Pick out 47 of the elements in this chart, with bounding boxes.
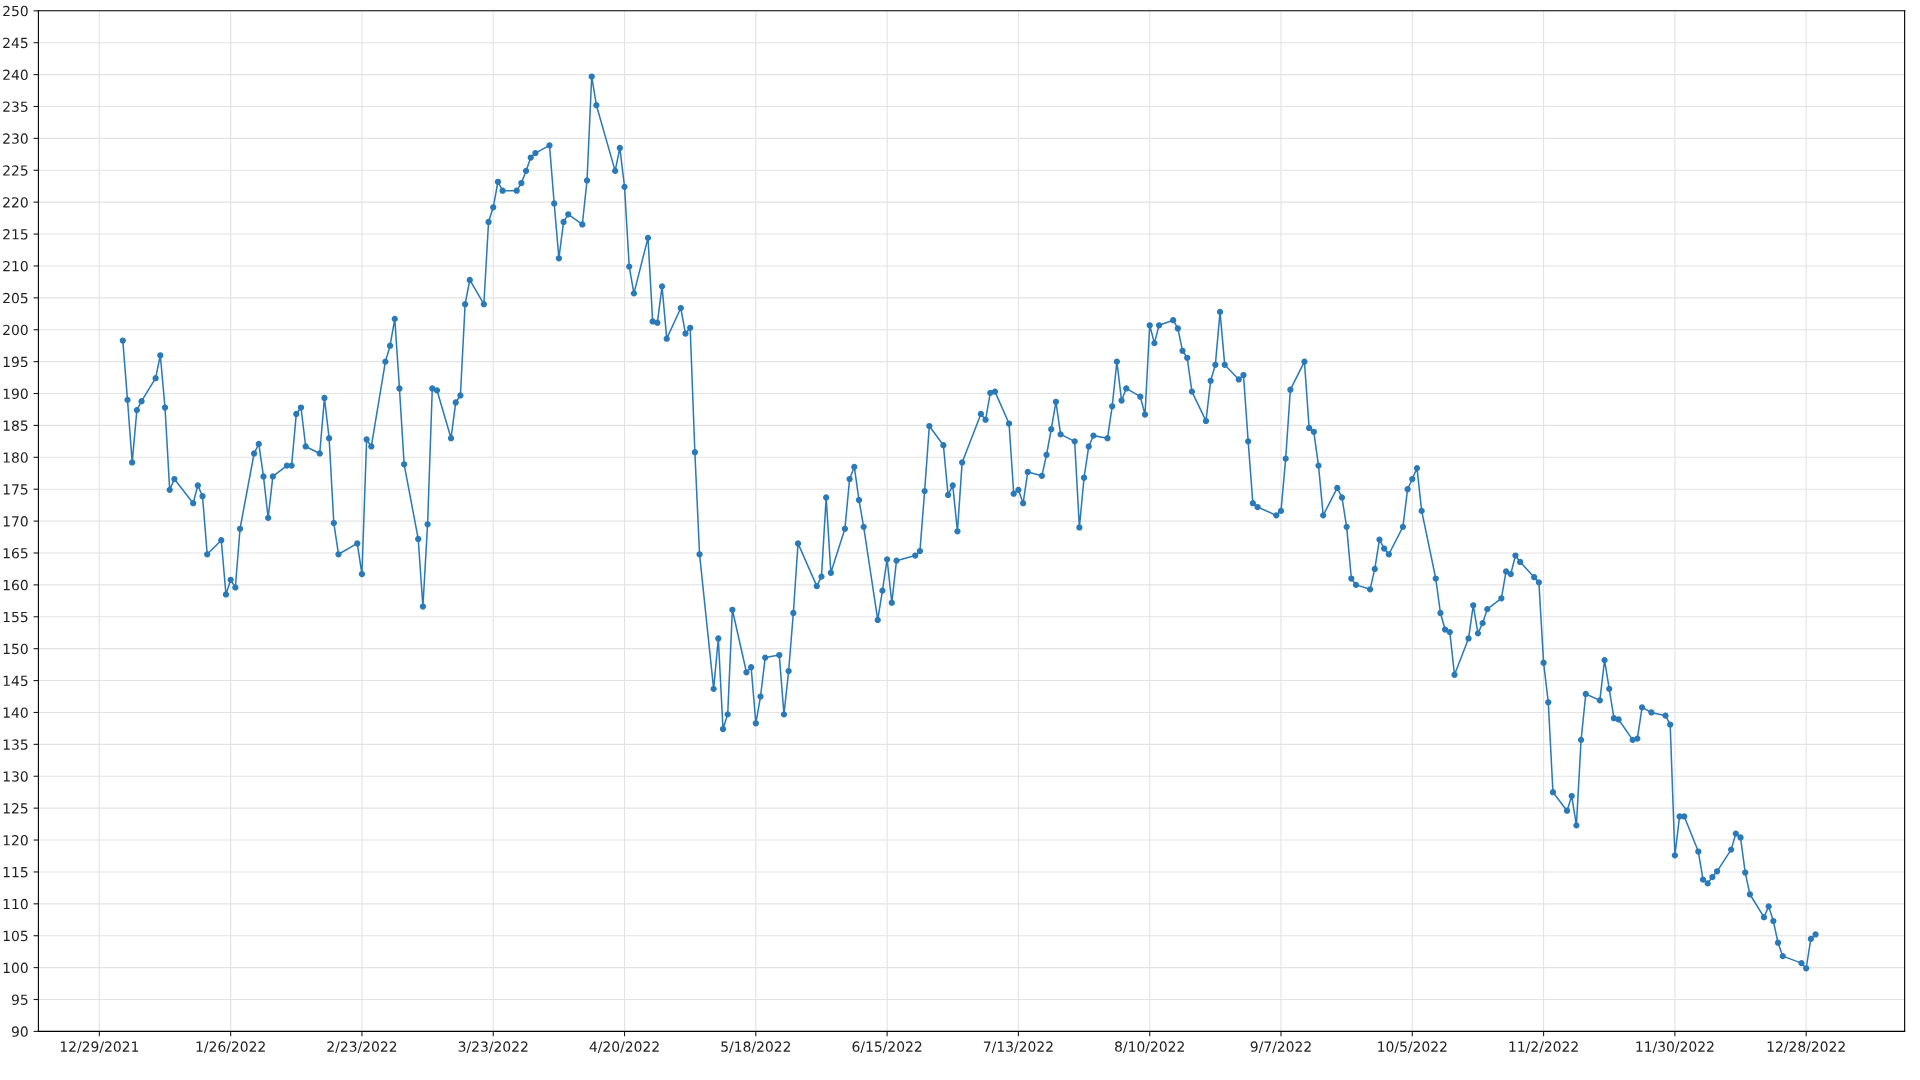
y-tick-label: 155 [3, 611, 28, 623]
x-tick-label: 6/15/2022 [852, 1041, 922, 1053]
y-tick-label: 95 [11, 994, 28, 1005]
x-tick-label: 2/23/2022 [327, 1041, 397, 1053]
y-tick-label: 235 [3, 101, 28, 112]
y-tick-label: 150 [3, 643, 28, 655]
x-tick-label: 9/7/2022 [1250, 1041, 1311, 1053]
y-tick-label: 205 [3, 292, 28, 304]
y-tick-label: 145 [3, 675, 28, 687]
y-tick-label: 140 [3, 707, 28, 718]
x-tick-label: 4/20/2022 [589, 1041, 659, 1053]
x-tick-label: 12/29/2021 [60, 1041, 139, 1053]
y-tick-label: 165 [3, 547, 28, 559]
x-tick-label: 5/18/2022 [721, 1041, 791, 1053]
y-tick-label: 210 [3, 260, 28, 272]
x-tick-label: 10/5/2022 [1378, 1041, 1447, 1053]
x-tick-label: 7/13/2022 [983, 1041, 1053, 1053]
y-tick-label: 180 [3, 452, 28, 463]
y-tick-label: 170 [3, 516, 28, 527]
y-tick-label: 160 [3, 579, 28, 591]
y-tick-label: 175 [3, 484, 28, 495]
y-tick-label: 105 [3, 930, 28, 942]
y-tick-label: 250 [3, 5, 28, 17]
x-tick-label: 8/10/2022 [1115, 1041, 1184, 1053]
y-tick-label: 245 [3, 37, 28, 49]
y-tick-label: 185 [3, 420, 28, 431]
y-tick-label: 115 [3, 867, 28, 878]
y-tick-label: 90 [11, 1026, 28, 1037]
y-tick-label: 195 [3, 356, 28, 368]
y-tick-label: 220 [3, 197, 28, 208]
x-tick-label: 11/30/2022 [1636, 1041, 1714, 1053]
x-tick-label: 1/26/2022 [196, 1041, 265, 1053]
y-tick-label: 135 [3, 739, 28, 750]
x-tick-label: 12/28/2022 [1767, 1041, 1845, 1053]
y-tick-label: 215 [3, 229, 28, 240]
y-tick-label: 190 [3, 388, 28, 399]
y-tick-label: 120 [3, 835, 28, 846]
x-tick-label: 11/2/2022 [1509, 1041, 1578, 1053]
y-tick-label: 240 [3, 69, 28, 81]
y-tick-label: 230 [3, 133, 28, 144]
y-tick-label: 125 [3, 803, 28, 814]
y-tick-label: 110 [3, 898, 28, 910]
y-tick-label: 225 [3, 165, 28, 176]
x-tick-label: 3/23/2022 [458, 1041, 528, 1053]
y-tick-label: 200 [3, 324, 28, 336]
y-tick-label: 130 [3, 771, 28, 782]
y-tick-label: 100 [3, 962, 28, 974]
